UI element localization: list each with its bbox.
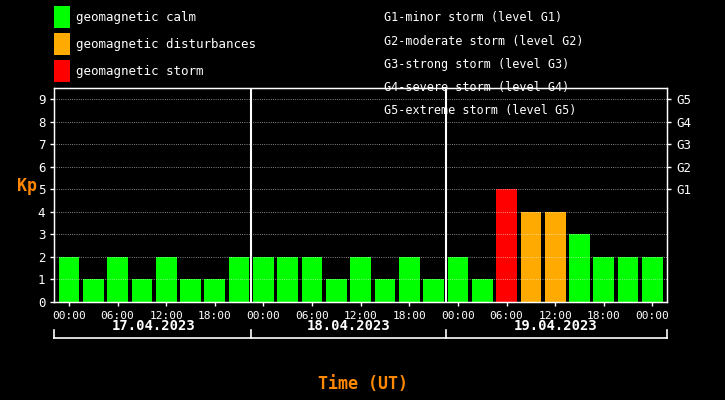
- Bar: [229, 257, 249, 302]
- Bar: [350, 257, 371, 302]
- Text: G5-extreme storm (level G5): G5-extreme storm (level G5): [384, 104, 576, 117]
- Bar: [399, 257, 420, 302]
- Y-axis label: Kp: Kp: [17, 177, 37, 195]
- Bar: [472, 280, 492, 302]
- Bar: [326, 280, 347, 302]
- Bar: [496, 189, 517, 302]
- Bar: [59, 257, 79, 302]
- Bar: [278, 257, 298, 302]
- Bar: [569, 234, 590, 302]
- Text: 18.04.2023: 18.04.2023: [307, 319, 390, 333]
- Text: geomagnetic disturbances: geomagnetic disturbances: [76, 38, 256, 51]
- Bar: [447, 257, 468, 302]
- Bar: [375, 280, 395, 302]
- Bar: [253, 257, 274, 302]
- Bar: [156, 257, 176, 302]
- Text: 17.04.2023: 17.04.2023: [112, 319, 196, 333]
- Bar: [423, 280, 444, 302]
- Text: G2-moderate storm (level G2): G2-moderate storm (level G2): [384, 35, 584, 48]
- Text: geomagnetic storm: geomagnetic storm: [76, 65, 204, 78]
- Bar: [521, 212, 541, 302]
- Bar: [594, 257, 614, 302]
- Text: geomagnetic calm: geomagnetic calm: [76, 10, 196, 24]
- Bar: [618, 257, 639, 302]
- Bar: [181, 280, 201, 302]
- Bar: [83, 280, 104, 302]
- Bar: [131, 280, 152, 302]
- Bar: [642, 257, 663, 302]
- Text: 19.04.2023: 19.04.2023: [513, 319, 597, 333]
- Text: G4-severe storm (level G4): G4-severe storm (level G4): [384, 81, 570, 94]
- Bar: [545, 212, 566, 302]
- Text: G3-strong storm (level G3): G3-strong storm (level G3): [384, 58, 570, 71]
- Text: Time (UT): Time (UT): [318, 375, 407, 393]
- Bar: [107, 257, 128, 302]
- Bar: [302, 257, 323, 302]
- Bar: [204, 280, 225, 302]
- Text: G1-minor storm (level G1): G1-minor storm (level G1): [384, 12, 563, 24]
